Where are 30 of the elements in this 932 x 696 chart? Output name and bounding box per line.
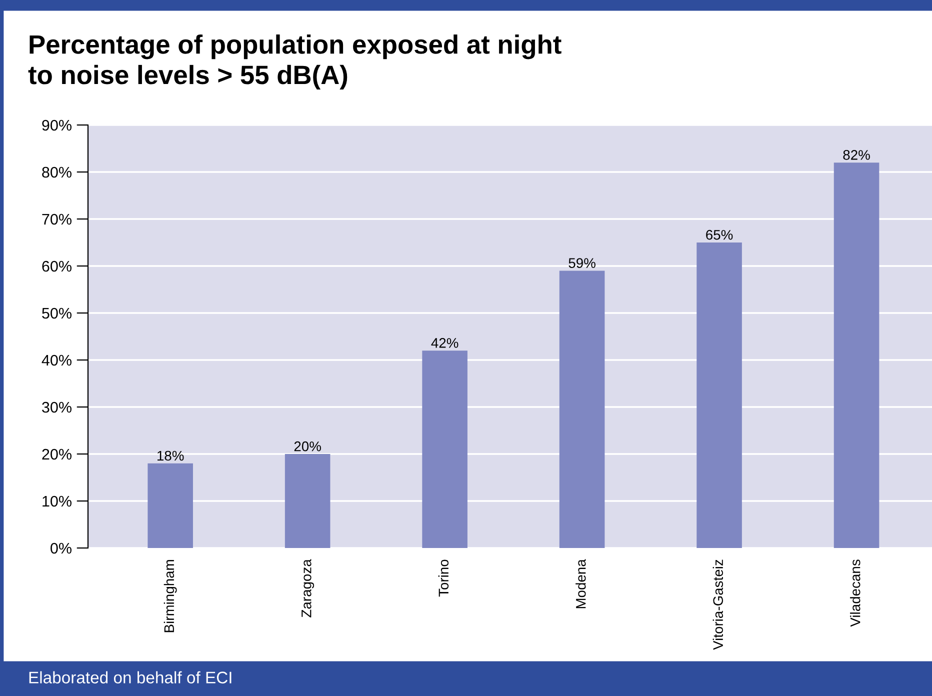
x-tick-label: Zaragoza [302,559,314,618]
x-tick-label: Birmingham [164,560,177,632]
bar [148,463,193,548]
data-label: 20% [294,441,321,452]
y-tick-label: 40% [42,354,72,366]
bar [834,162,880,548]
data-label: 42% [431,338,458,348]
bar [696,242,742,548]
data-label: 59% [568,258,596,268]
y-tick-label: 70% [42,214,72,225]
y-tick-label: 20% [42,448,72,460]
y-tick-label: 30% [42,402,72,413]
x-tick-label: Modena [576,559,586,608]
text: Elaborated on behalf of ECI [29,671,232,684]
y-tick-label: 60% [42,260,72,272]
y-tick-label: 90% [42,120,72,131]
x-tick-label: Torino [438,560,449,597]
y-tick-label: 80% [42,166,72,178]
bar [422,350,468,548]
y-tick-label: 0% [50,542,72,554]
bar [284,454,330,548]
chart-title: Percentage of population exposed at night to noise levels > 55 dB(A) [28,34,562,90]
data-label: 65% [706,230,733,240]
x-tick-label: Viladecans [850,560,860,627]
y-tick-label: 50% [42,308,72,319]
x-tick-label: Vitoria-Gasteiz [712,560,724,650]
data-label: 82% [843,150,870,160]
data-label: 18% [158,450,184,461]
y-tick-label: 10% [42,496,72,507]
bar [559,270,605,548]
